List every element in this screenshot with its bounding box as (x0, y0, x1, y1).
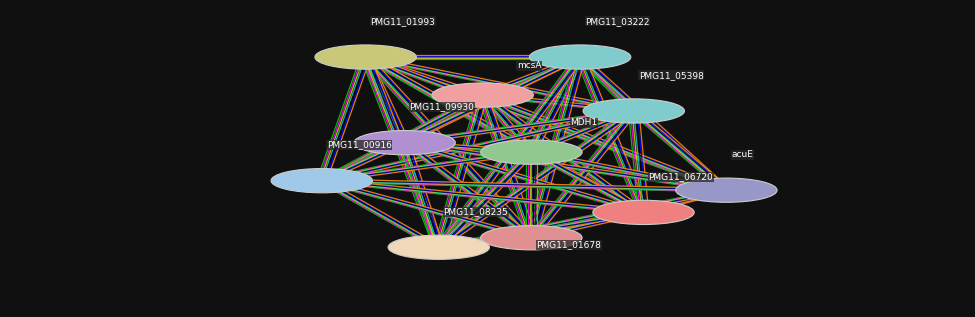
Ellipse shape (432, 83, 533, 107)
Text: PMG11_03222: PMG11_03222 (585, 17, 649, 26)
Text: PMG11_01678: PMG11_01678 (536, 240, 602, 249)
Text: PMG11_01993: PMG11_01993 (370, 17, 436, 26)
Ellipse shape (676, 178, 777, 202)
Text: PMG11_08235: PMG11_08235 (444, 207, 508, 216)
Text: PMG11_05398: PMG11_05398 (639, 71, 704, 80)
Ellipse shape (481, 140, 582, 164)
Ellipse shape (481, 226, 582, 250)
Ellipse shape (271, 169, 372, 193)
Ellipse shape (583, 99, 684, 123)
Text: acuE: acuE (731, 150, 753, 159)
Text: PMG11_09930: PMG11_09930 (410, 102, 475, 112)
Text: mcsA: mcsA (517, 61, 541, 70)
Ellipse shape (593, 200, 694, 224)
Ellipse shape (529, 45, 631, 69)
Ellipse shape (354, 131, 455, 155)
Ellipse shape (388, 235, 489, 259)
Text: MDH1: MDH1 (570, 118, 598, 127)
Text: PMG11_00916: PMG11_00916 (327, 140, 392, 150)
Ellipse shape (315, 45, 416, 69)
Text: PMG11_06720: PMG11_06720 (648, 172, 713, 181)
